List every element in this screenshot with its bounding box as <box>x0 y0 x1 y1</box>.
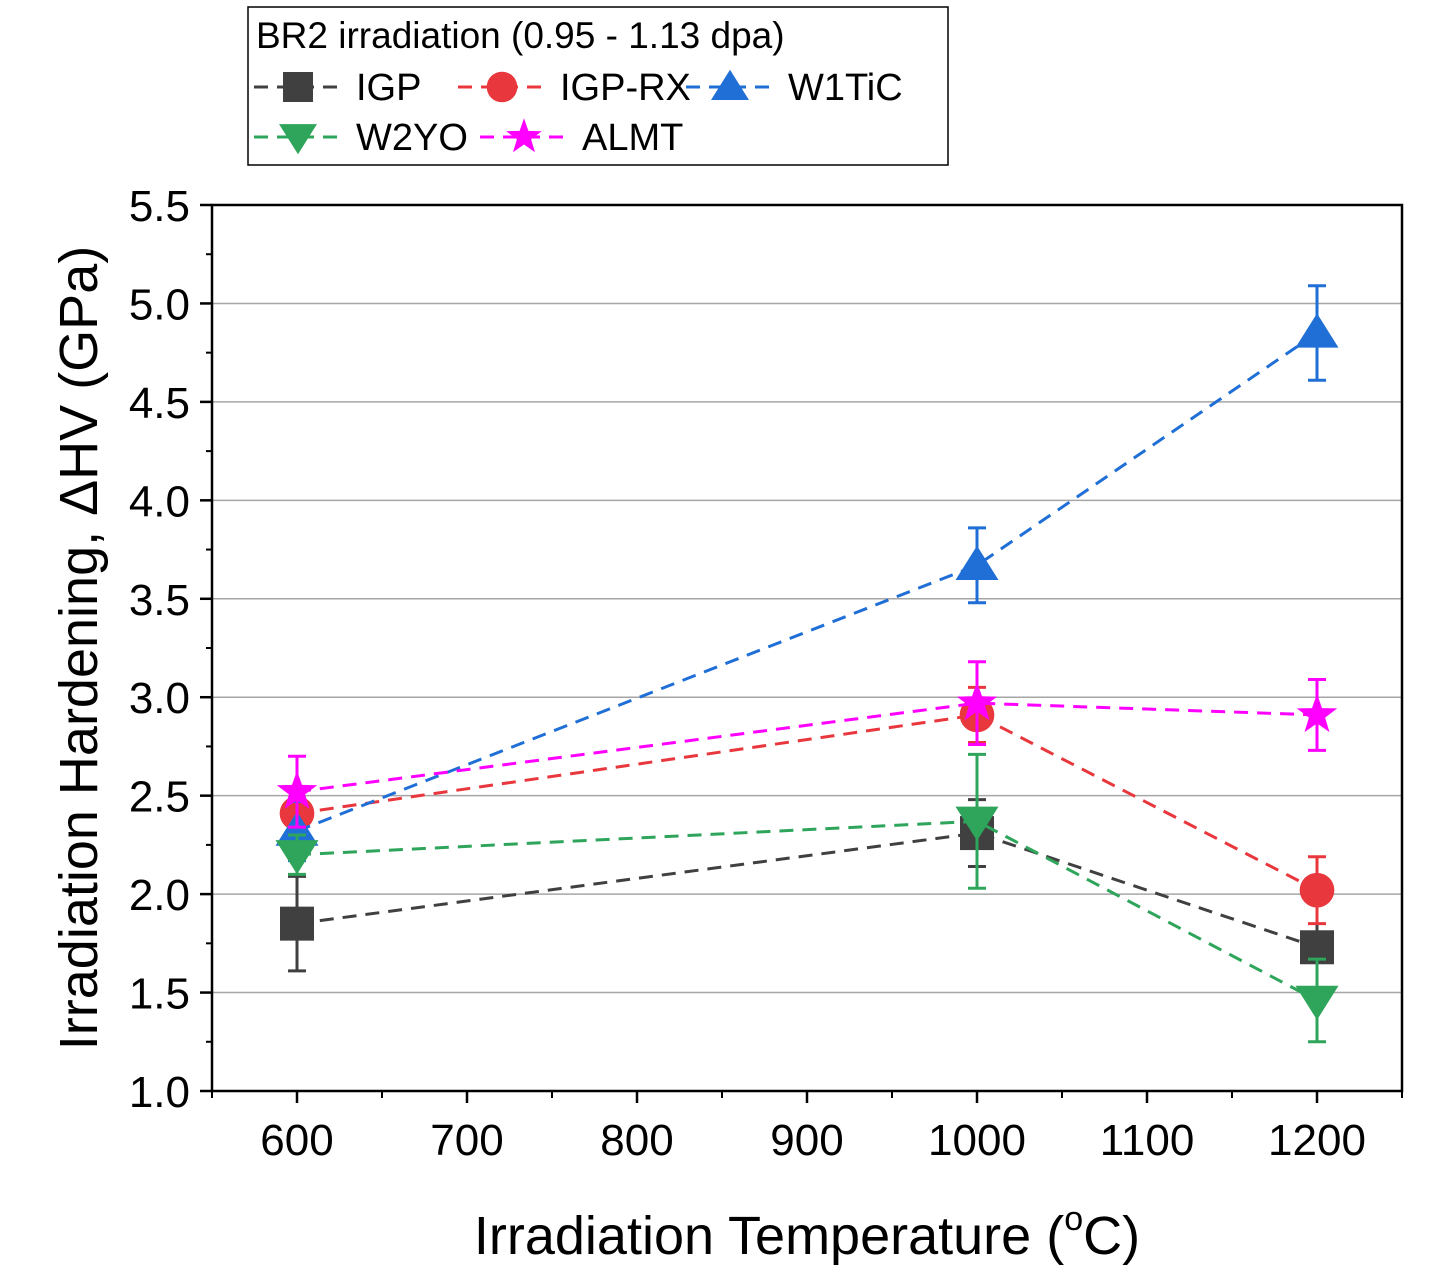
legend-marker <box>486 71 518 103</box>
x-tick-label: 1000 <box>928 1116 1026 1165</box>
x-tick-label: 1100 <box>1100 1116 1195 1165</box>
legend-label: IGP-RX <box>560 67 691 109</box>
data-point <box>1299 872 1335 908</box>
legend-item-w1tic: W1TiC <box>686 67 903 109</box>
data-point <box>1296 693 1338 733</box>
y-tick-label: 3.0 <box>129 674 190 723</box>
y-tick-label: 5.5 <box>129 182 190 231</box>
x-axis-label: Irradiation Temperature (oC) <box>474 1200 1140 1266</box>
grid-lines <box>212 302 1402 994</box>
data-point <box>276 770 318 809</box>
data-point <box>955 806 999 841</box>
legend-marker <box>711 69 749 100</box>
y-tick-label: 4.0 <box>129 477 190 526</box>
legend-item-almt: ALMT <box>480 117 683 159</box>
y-tick-label: 1.0 <box>129 1068 190 1117</box>
y-tick-label: 1.5 <box>129 970 190 1019</box>
data-point <box>956 681 998 721</box>
legend: BR2 irradiation (0.95 - 1.13 dpa) IGP IGP… <box>247 6 949 166</box>
legend-title: BR2 irradiation (0.95 - 1.13 dpa) <box>256 15 785 56</box>
x-tick-label: 600 <box>260 1116 333 1165</box>
series-line <box>296 831 1318 949</box>
data-point <box>280 906 314 941</box>
legend-label: IGP <box>356 67 421 109</box>
series-almt <box>276 660 1338 829</box>
series-line <box>296 331 1318 833</box>
legend-box <box>247 6 949 166</box>
y-tick-label: 2.0 <box>129 871 190 920</box>
series-w2yo <box>275 752 1339 1044</box>
data-point <box>955 545 999 580</box>
legend-marker <box>283 72 313 102</box>
y-tick-label: 2.5 <box>129 773 190 822</box>
legend-label: W2YO <box>356 117 468 159</box>
legend-marker <box>506 118 542 153</box>
y-tick-label: 3.5 <box>129 576 190 625</box>
data-point <box>1295 985 1339 1020</box>
series-igp-rx <box>279 685 1335 926</box>
data-point <box>1295 313 1339 348</box>
series-line <box>296 713 1318 892</box>
series-line <box>296 701 1318 794</box>
x-tick-label: 800 <box>600 1116 673 1165</box>
y-tick-label: 5.0 <box>129 280 190 329</box>
y-tick-label: 4.5 <box>129 379 190 428</box>
x-tick-label: 900 <box>770 1116 843 1165</box>
legend-item-igp: IGP <box>254 67 421 109</box>
data-point <box>275 840 319 875</box>
legend-marker <box>279 124 317 155</box>
legend-label: ALMT <box>582 117 683 159</box>
legend-item-igp-rx: IGP-RX <box>458 67 691 109</box>
plot-frame <box>210 203 1404 1093</box>
x-tick-label: 1200 <box>1268 1116 1366 1165</box>
axes: 1.0 1.5 2.0 2.5 3.0 3.5 4.0 4.5 5.0 5.5 600 700 800 9… <box>129 182 1403 1165</box>
legend-label: W1TiC <box>788 67 903 109</box>
series-line <box>296 819 1318 1002</box>
plot-series <box>275 284 1339 1044</box>
y-axis-label: Irradiation Hardening, ΔHV (GPa) <box>49 246 109 1050</box>
legend-item-w2yo: W2YO <box>254 117 468 159</box>
x-tick-label: 700 <box>430 1116 503 1165</box>
